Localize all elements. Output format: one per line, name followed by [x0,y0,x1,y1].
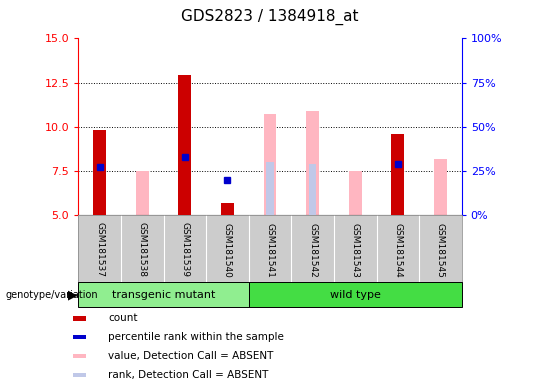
Bar [73,372,86,377]
Bar [221,203,234,215]
Text: GSM181540: GSM181540 [223,223,232,277]
Bar [434,159,447,215]
Text: genotype/variation: genotype/variation [5,290,98,300]
Bar [264,114,276,215]
Text: GDS2823 / 1384918_at: GDS2823 / 1384918_at [181,9,359,25]
Bar [93,130,106,215]
Bar [136,171,149,215]
Text: GSM181542: GSM181542 [308,223,317,277]
Text: ▶: ▶ [68,288,78,301]
Bar [392,134,404,215]
Text: count: count [108,313,138,323]
Bar [73,316,86,321]
Bar [309,164,316,215]
Bar [73,354,86,358]
Bar [73,335,86,339]
Text: wild type: wild type [330,290,381,300]
Text: GSM181541: GSM181541 [266,223,274,277]
Bar [266,162,274,215]
Text: GSM181539: GSM181539 [180,222,190,278]
Bar [349,171,362,215]
Text: rank, Detection Call = ABSENT: rank, Detection Call = ABSENT [108,370,268,380]
Text: GSM181545: GSM181545 [436,223,445,277]
Text: GSM181543: GSM181543 [350,223,360,277]
Text: value, Detection Call = ABSENT: value, Detection Call = ABSENT [108,351,274,361]
Bar [306,111,319,215]
Bar [249,282,462,307]
Text: GSM181538: GSM181538 [138,222,147,278]
Text: GSM181544: GSM181544 [393,223,402,277]
Text: percentile rank within the sample: percentile rank within the sample [108,332,284,342]
Text: transgenic mutant: transgenic mutant [112,290,215,300]
Text: GSM181537: GSM181537 [95,222,104,278]
Bar [78,282,249,307]
Bar [178,76,191,215]
